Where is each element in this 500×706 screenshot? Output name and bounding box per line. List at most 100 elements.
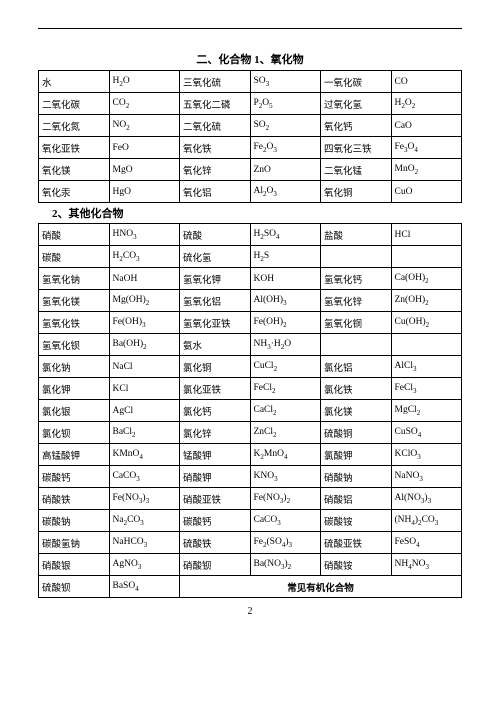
table-cell: NaCl [109,356,180,378]
table-row: 硝酸HNO3硫酸H2SO4盐酸HCl [39,224,462,246]
table-cell: FeO [109,137,180,159]
table-cell: 氧化铁 [180,137,251,159]
table-cell: 氢氧化钾 [180,268,251,290]
table-row: 氢氧化钠NaOH氢氧化钾KOH氢氧化钙Ca(OH)2 [39,268,462,290]
table-cell: FeCl2 [250,378,321,400]
table-cell: KClO3 [391,444,462,466]
table-cell: HgO [109,181,180,203]
table-cell: NaHCO3 [109,532,180,554]
table-row: 碳酸H2CO3硫化氢H2S [39,246,462,268]
table-row: 碳酸钠Na2CO3碳酸钙CaCO3碳酸铵(NH4)2CO3 [39,510,462,532]
table-cell: MnO2 [391,159,462,181]
table-cell: 氯化钾 [39,378,110,400]
table-cell: 氢氧化钡 [39,334,110,356]
table-cell: 锰酸钾 [180,444,251,466]
table-cell: 氯酸钾 [321,444,392,466]
table-cell: Fe3O4 [391,137,462,159]
table-cell: Ca(OH)2 [391,268,462,290]
table-row: 水H2O三氧化硫SO3一氧化碳CO [39,71,462,93]
table-cell [391,246,462,268]
table-cell: Fe2O3 [250,137,321,159]
table-cell: 硫酸铁 [180,532,251,554]
table-cell: 氯化银 [39,400,110,422]
table-cell: 氢氧化钠 [39,268,110,290]
table-cell: H2S [250,246,321,268]
table-row: 氢氧化铁Fe(OH)3氢氧化亚铁Fe(OH)2氢氧化铜Cu(OH)2 [39,312,462,334]
table-cell [321,334,392,356]
table-cell: AgNO3 [109,554,180,576]
table-row: 氯化银AgCl氯化钙CaCl2氯化镁MgCl2 [39,400,462,422]
table-cell: CO2 [109,93,180,115]
table-cell: HCl [391,224,462,246]
table-cell: Zn(OH)2 [391,290,462,312]
table-cell: Fe2(SO4)3 [250,532,321,554]
table-cell: 氧化铜 [321,181,392,203]
table-cell: H2O2 [391,93,462,115]
table-cell: Fe(OH)2 [250,312,321,334]
table-cell: CaO [391,115,462,137]
table-cell: K2MnO4 [250,444,321,466]
table-cell: 氯化亚铁 [180,378,251,400]
table-cell: 氢氧化钙 [321,268,392,290]
table-cell: CaCO3 [250,510,321,532]
table-cell: Ba(NO3)2 [250,554,321,576]
table-cell: 水 [39,71,110,93]
table-cell: 硝酸铁 [39,488,110,510]
table-cell: H2O [109,71,180,93]
table-cell: 氢氧化锌 [321,290,392,312]
table-cell: BaCl2 [109,422,180,444]
table-cell: 氢氧化铜 [321,312,392,334]
table-cell: H2SO4 [250,224,321,246]
table-cell: 二氧化碳 [39,93,110,115]
table-row: 高锰酸钾KMnO4锰酸钾K2MnO4氯酸钾KClO3 [39,444,462,466]
table-cell: 碳酸钙 [180,510,251,532]
table-cell: 氧化钙 [321,115,392,137]
table-cell: NH3·H2O [250,334,321,356]
table-cell: Al(OH)3 [250,290,321,312]
table-cell: H2CO3 [109,246,180,268]
table-cell: 碳酸氢钠 [39,532,110,554]
table-cell: 二氧化氮 [39,115,110,137]
table-cell: KOH [250,268,321,290]
table-cell: Cu(OH)2 [391,312,462,334]
table-cell: 氧化铝 [180,181,251,203]
table-compounds: 硝酸HNO3硫酸H2SO4盐酸HCl碳酸H2CO3硫化氢H2S氢氧化钠NaOH氢… [38,223,462,598]
table-row: 碳酸氢钠NaHCO3硫酸铁Fe2(SO4)3硫酸亚铁FeSO4 [39,532,462,554]
table-cell: ZnO [250,159,321,181]
table-cell: KNO3 [250,466,321,488]
table-cell: NaNO3 [391,466,462,488]
table-cell: 氯化铜 [180,356,251,378]
table-cell: BaSO4 [109,576,180,598]
organic-title-cell: 常见有机化合物 [180,576,462,598]
table-cell: Fe(NO3)2 [250,488,321,510]
table-cell: 四氧化三铁 [321,137,392,159]
table-cell [391,334,462,356]
table-row: 氯化钾KCl氯化亚铁FeCl2氯化铁FeCl3 [39,378,462,400]
table-cell: 硝酸银 [39,554,110,576]
table-cell: 氯化铁 [321,378,392,400]
table-row: 氧化亚铁FeO氧化铁Fe2O3四氧化三铁Fe3O4 [39,137,462,159]
table-cell: SO3 [250,71,321,93]
table-cell: FeSO4 [391,532,462,554]
table-cell: 硝酸铵 [321,554,392,576]
table-cell: 氧化亚铁 [39,137,110,159]
table-cell: 硝酸亚铁 [180,488,251,510]
table-cell: 五氧化二磷 [180,93,251,115]
table-oxides: 水H2O三氧化硫SO3一氧化碳CO二氧化碳CO2五氧化二磷P2O5过氧化氢H2O… [38,70,462,203]
table-cell: 氯化钙 [180,400,251,422]
table-cell: 硝酸 [39,224,110,246]
table-cell: 氢氧化铝 [180,290,251,312]
table-cell: 氯化镁 [321,400,392,422]
table-cell: 硝酸钾 [180,466,251,488]
table-cell: NaOH [109,268,180,290]
table-cell: P2O5 [250,93,321,115]
table-cell: CaCO3 [109,466,180,488]
table-cell: 三氧化硫 [180,71,251,93]
table-cell: 硫酸钡 [39,576,110,598]
table-cell: 二氧化锰 [321,159,392,181]
table-row: 氧化镁MgO氧化锌ZnO二氧化锰MnO2 [39,159,462,181]
table-cell: Al2O3 [250,181,321,203]
table-cell: 碳酸 [39,246,110,268]
table-row: 氯化钠NaCl氯化铜CuCl2氯化铝AlCl3 [39,356,462,378]
table-cell: MgCl2 [391,400,462,422]
